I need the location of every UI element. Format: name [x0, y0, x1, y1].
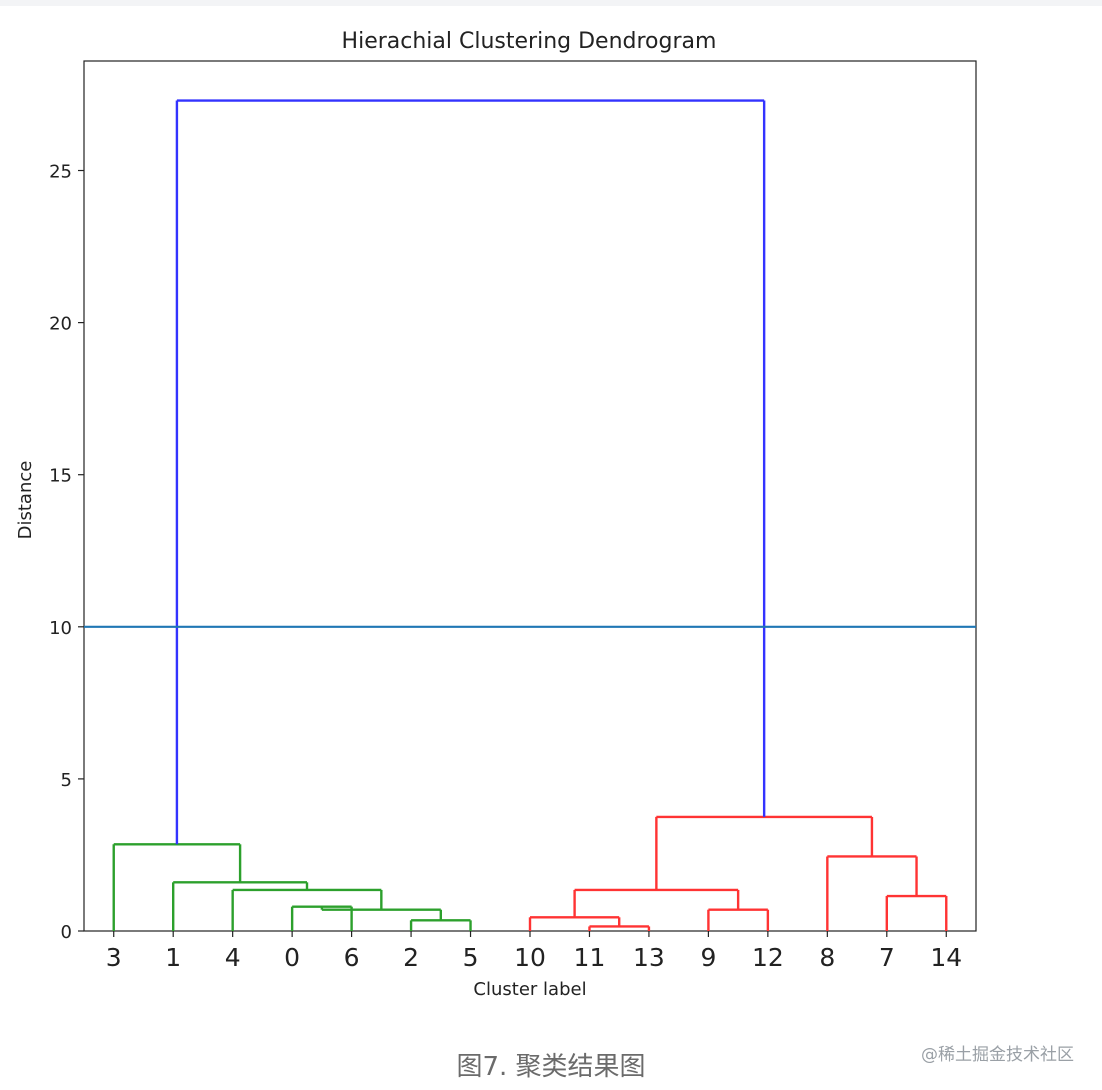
x-axis-label: Cluster label	[473, 979, 586, 1000]
y-tick-label: 15	[49, 466, 72, 487]
x-tick-label: 0	[284, 943, 300, 972]
links-layer	[112, 99, 948, 931]
watermark: @稀土掘金技术社区	[921, 1045, 1074, 1065]
x-tick-label: 6	[344, 943, 360, 972]
x-tick-label: 10	[514, 943, 546, 972]
y-tick-label: 0	[61, 922, 72, 943]
plot-frame	[83, 60, 977, 932]
y-axis-ticks: 0 5 10 15 20 25	[49, 162, 84, 943]
x-tick-label: 14	[930, 943, 962, 972]
y-tick-label: 20	[49, 314, 72, 335]
y-axis-label: Distance	[15, 461, 36, 540]
x-tick-label: 4	[225, 943, 241, 972]
x-tick-label: 2	[403, 943, 419, 972]
x-tick-label: 8	[819, 943, 835, 972]
x-axis-ticks: 3 1 4 0 6 2 5 10 11 13 9 12 8 7 14	[106, 931, 962, 972]
chart-title: Hierachial Clustering Dendrogram	[342, 29, 717, 54]
x-tick-label: 1	[165, 943, 181, 972]
figure-caption: 图7. 聚类结果图	[456, 1052, 646, 1082]
x-tick-label: 9	[700, 943, 716, 972]
x-tick-label: 12	[752, 943, 784, 972]
x-tick-label: 5	[463, 943, 479, 972]
top-strip	[0, 0, 1102, 6]
x-tick-label: 3	[106, 943, 122, 972]
y-tick-label: 5	[61, 770, 72, 791]
y-tick-label: 25	[49, 162, 72, 183]
x-tick-label: 11	[574, 943, 606, 972]
x-tick-label: 7	[879, 943, 895, 972]
x-tick-label: 13	[633, 943, 665, 972]
y-tick-label: 10	[49, 618, 72, 639]
